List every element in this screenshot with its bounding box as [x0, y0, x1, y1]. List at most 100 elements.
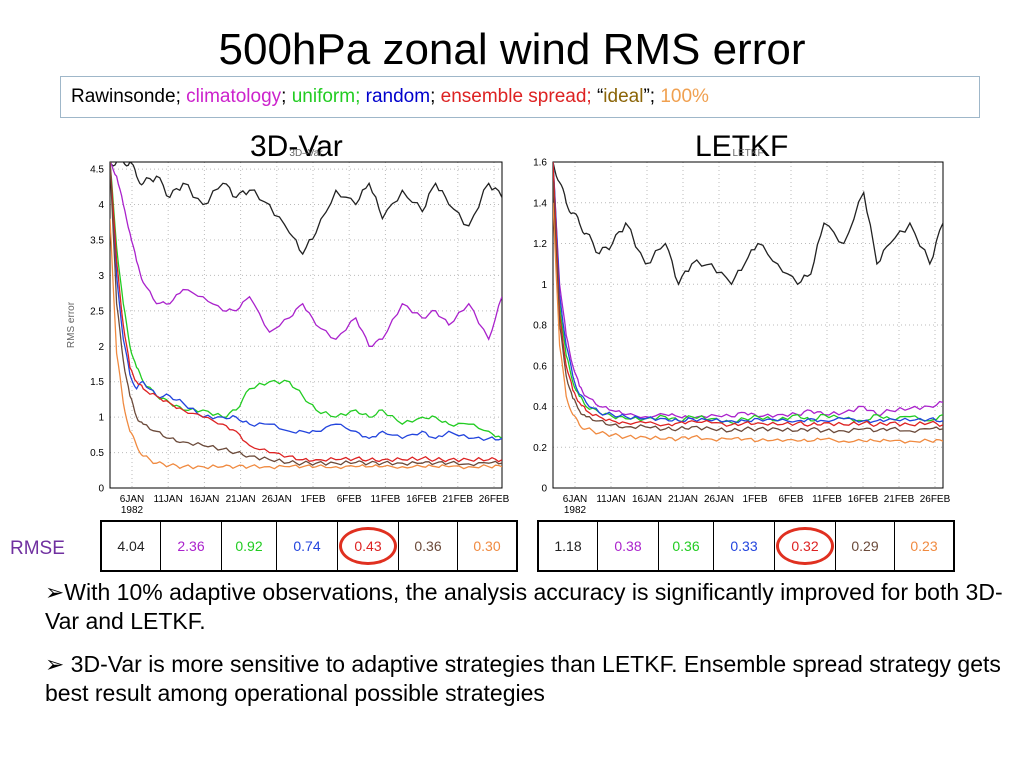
rmse-cell-rawinsonde: 1.18 — [537, 520, 598, 572]
x-tick-label: 1FEB — [300, 494, 325, 505]
series-line-rawinsonde — [110, 162, 502, 256]
y-tick-label: 1 — [541, 280, 547, 291]
series-line-full — [553, 202, 943, 444]
y-tick-label: 0.4 — [533, 402, 547, 413]
rmse-cell-ensemble-spread: 0.32 — [774, 520, 836, 572]
x-tick-label: 1FEB — [742, 494, 767, 505]
series-line-ensemble-spread — [553, 162, 943, 428]
chart-title-letkf: LETKF — [695, 130, 789, 163]
x-tick-label: 16JAN — [189, 494, 219, 505]
rmse-table-letkf: 1.18 0.38 0.36 0.33 0.32 0.29 0.23 — [537, 520, 955, 572]
x-tick-label: 26FEB — [479, 494, 510, 505]
series-line-ideal — [110, 162, 502, 467]
slide-title: 500hPa zonal wind RMS error — [218, 25, 806, 74]
bullet-2: ➢ 3D-Var is more sensitive to adaptive s… — [45, 651, 1001, 706]
rmse-cell-ideal: 0.29 — [835, 520, 895, 572]
legend-box: Rawinsonde; climatology; uniform; random… — [60, 76, 980, 118]
rmse-cell-random: 0.33 — [713, 520, 775, 572]
legend-item: “ — [596, 86, 604, 107]
rmse-table-3dvar: 4.04 2.36 0.92 0.74 0.43 0.36 0.30 — [100, 520, 518, 572]
rmse-cell-uniform: 0.36 — [658, 520, 714, 572]
y-tick-label: 3 — [98, 271, 104, 282]
x-tick-label: 21FEB — [884, 494, 915, 505]
series-line-climatology — [110, 162, 502, 347]
highlight-circle: 0.43 — [339, 527, 397, 565]
y-axis-label: RMS error — [66, 301, 77, 348]
y-tick-label: 1 — [98, 413, 104, 424]
x-tick-label: 26JAN — [262, 494, 292, 505]
y-tick-label: 4.5 — [90, 165, 104, 176]
series-line-uniform — [110, 162, 502, 439]
series-line-full — [110, 218, 502, 470]
bullet-1: ➢With 10% adaptive observations, the ana… — [45, 579, 1003, 634]
series-line-rawinsonde — [553, 162, 943, 286]
legend-item: ensemble spread; — [440, 86, 597, 107]
inner-chart-title: 3D–Var — [289, 148, 323, 159]
x-tick-label: 11JAN — [154, 494, 183, 505]
y-tick-label: 0 — [541, 484, 547, 495]
x-tick-label: 26FEB — [920, 494, 951, 505]
charts-canvas: 0 0.5 1 1.5 2 2.5 3 3.5 4 4.5 6JAN 1982 11JAN 16JAN 21… — [66, 148, 951, 516]
y-tick-label: 0.5 — [90, 448, 104, 459]
bullet-list: ➢With 10% adaptive observations, the ana… — [45, 578, 1005, 722]
plot-frame — [552, 161, 944, 489]
y-tick-label: 0.2 — [533, 443, 547, 454]
y-tick-label: 0.8 — [533, 321, 547, 332]
rmse-cell-climatology: 2.36 — [160, 520, 222, 572]
y-tick-label: 1.5 — [90, 377, 104, 388]
y-tick-label: 2 — [98, 342, 104, 353]
chart-1: 0 0.2 0.4 0.6 0.8 1 1.2 1.4 1.6 6JAN 1982 11JAN 16JA… — [533, 148, 951, 516]
rmse-label: RMSE — [10, 538, 65, 559]
legend-item: ; — [281, 86, 292, 107]
chart-title-3dvar: 3D-Var — [250, 130, 343, 163]
x-tick-label: 26JAN — [704, 494, 734, 505]
rmse-cell-rawinsonde: 4.04 — [100, 520, 161, 572]
legend-item: ”; — [643, 86, 661, 107]
rmse-cell-full: 0.23 — [894, 520, 955, 572]
x-tick-label: 11FEB — [370, 494, 400, 505]
legend-item: climatology — [186, 86, 282, 107]
x-tick-label: 16FEB — [848, 494, 879, 505]
highlight-circle: 0.32 — [776, 527, 834, 565]
inner-chart-title: LETKF — [732, 148, 763, 159]
rmse-cell-ensemble-spread: 0.43 — [337, 520, 399, 572]
plot-frame — [109, 161, 503, 489]
x-tick-label: 16JAN — [632, 494, 662, 505]
series-line-climatology — [553, 162, 943, 420]
rmse-cell-full: 0.30 — [457, 520, 518, 572]
y-tick-label: 2.5 — [90, 306, 104, 317]
y-tick-label: 1.6 — [533, 158, 547, 169]
x-tick-label: 21JAN — [226, 494, 256, 505]
legend-item: random — [365, 86, 431, 107]
y-tick-label: 4 — [98, 200, 104, 211]
series-line-random — [553, 162, 943, 424]
x-tick-label: 21FEB — [443, 494, 474, 505]
x-tick-label: 6JAN 1982 — [563, 494, 587, 516]
x-tick-label: 11FEB — [812, 494, 842, 505]
y-tick-label: 3.5 — [90, 235, 104, 246]
legend-item: ideal — [603, 86, 644, 107]
y-tick-label: 0.6 — [533, 361, 547, 372]
x-tick-label: 16FEB — [406, 494, 437, 505]
rmse-cell-climatology: 0.38 — [597, 520, 659, 572]
rmse-cell-ideal: 0.36 — [398, 520, 458, 572]
series-line-random — [110, 162, 502, 442]
x-tick-label: 21JAN — [668, 494, 698, 505]
series-line-ideal — [553, 182, 943, 434]
y-tick-label: 1.4 — [533, 198, 547, 209]
rmse-cell-random: 0.74 — [276, 520, 338, 572]
legend-item: 100% — [660, 86, 709, 107]
legend-item: uniform; — [291, 86, 366, 107]
series-line-ensemble-spread — [110, 162, 502, 463]
x-tick-label: 6JAN 1982 — [120, 494, 144, 516]
x-tick-label: 11JAN — [596, 494, 625, 505]
series-line-uniform — [553, 162, 943, 425]
y-tick-label: 0 — [98, 484, 104, 495]
rmse-cell-uniform: 0.92 — [221, 520, 277, 572]
x-tick-label: 6FEB — [778, 494, 803, 505]
y-tick-label: 1.2 — [533, 239, 547, 250]
legend-item: ; — [430, 86, 441, 107]
x-tick-label: 6FEB — [337, 494, 362, 505]
legend-item: Rawinsonde; — [71, 86, 187, 107]
chart-0: 0 0.5 1 1.5 2 2.5 3 3.5 4 4.5 6JAN 1982 11JAN 16JAN 21… — [66, 148, 510, 516]
